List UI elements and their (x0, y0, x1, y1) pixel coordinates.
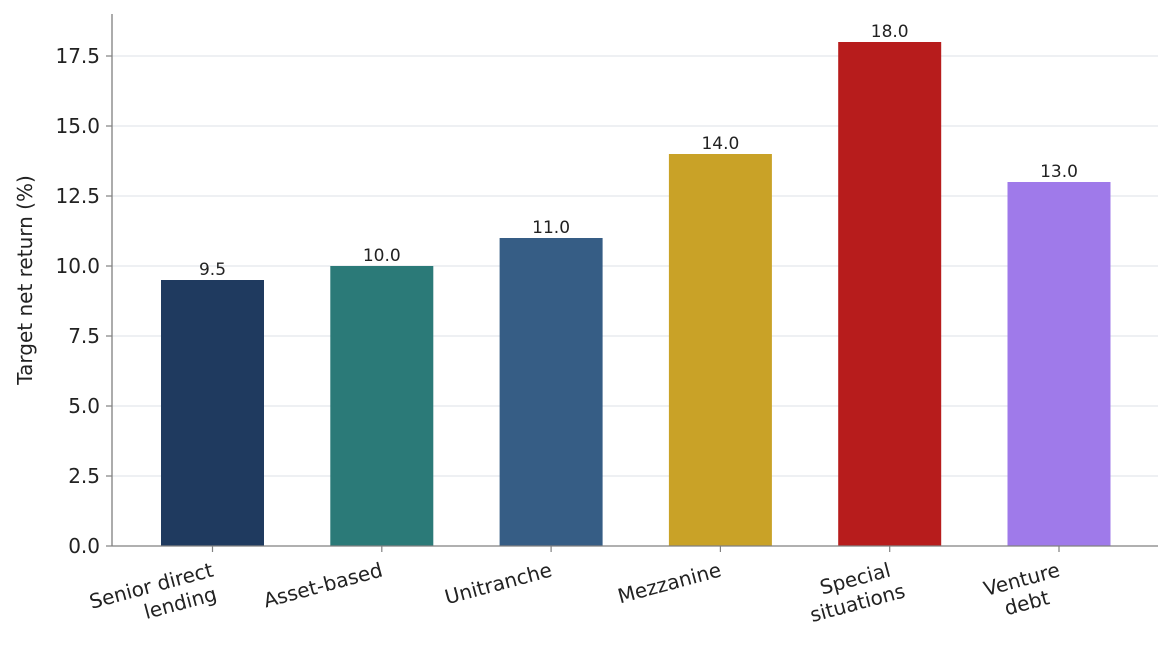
bar (499, 238, 603, 546)
bar-value-label: 9.5 (199, 260, 226, 280)
bar-value-label: 11.0 (532, 218, 570, 238)
y-tick-label: 2.5 (68, 464, 100, 488)
x-tick-label: Mezzanine (615, 558, 724, 609)
y-ticks: 0.0 2.5 5.0 7.5 10.0 12.5 15.0 17.5 (55, 44, 112, 558)
x-tick-label: Asset-based (261, 558, 385, 613)
x-tick-label: Venturedebt (981, 558, 1068, 624)
y-tick-label: 17.5 (55, 44, 100, 68)
bar-value-label: 18.0 (871, 22, 909, 42)
y-tick-label: 10.0 (55, 254, 100, 278)
y-tick-label: 7.5 (68, 324, 100, 348)
x-ticks: Senior directlending Asset-based Unitranch… (87, 546, 1068, 637)
gridlines (112, 55, 1158, 477)
x-tick-label: Senior directlending (87, 558, 222, 637)
bar-value-label: 10.0 (363, 246, 401, 266)
axes (111, 14, 1158, 547)
y-axis-title: Target net return (%) (13, 175, 37, 386)
x-tick-label: Unitranche (442, 558, 554, 610)
bar (838, 42, 942, 546)
bar-value-label: 13.0 (1040, 162, 1078, 182)
bar (161, 280, 264, 546)
bar (668, 154, 772, 546)
bar-value-label: 14.0 (701, 134, 739, 154)
bar (1007, 182, 1111, 546)
data-labels: 9.5 10.0 11.0 14.0 18.0 13.0 (199, 22, 1078, 280)
y-tick-label: 5.0 (68, 394, 100, 418)
y-tick-label: 15.0 (55, 114, 100, 138)
y-tick-label: 12.5 (55, 184, 100, 208)
bars (161, 42, 1111, 546)
y-tick-label: 0.0 (68, 534, 100, 558)
bar (330, 266, 434, 546)
x-tick-label: Specialsituations (801, 555, 908, 627)
